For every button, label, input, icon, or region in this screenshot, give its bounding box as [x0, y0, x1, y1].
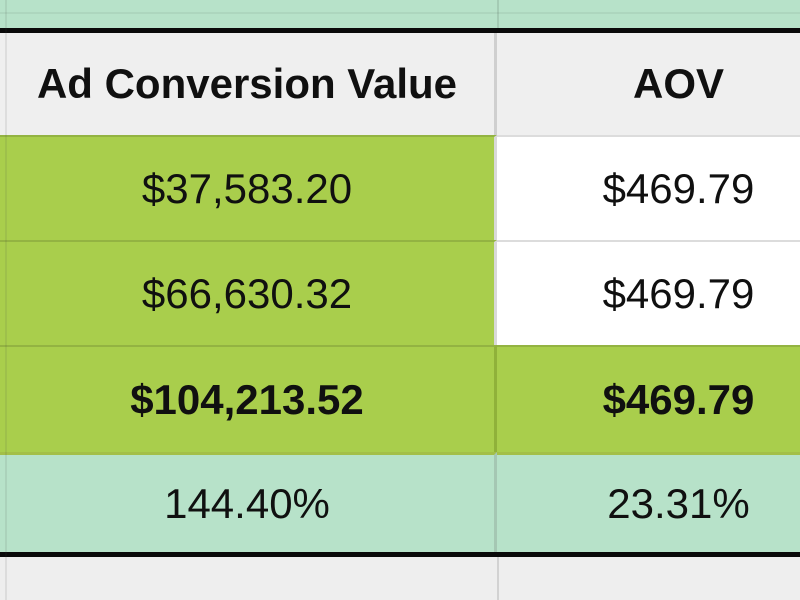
gridline-vertical-column-divider-bottom — [497, 557, 499, 600]
gridline-vertical-left — [5, 0, 7, 600]
gridline-horizontal — [0, 12, 800, 14]
cell-aov-row2[interactable]: $469.79 — [497, 240, 800, 345]
adjacent-cells-below — [0, 557, 800, 600]
table-top-border — [0, 28, 800, 33]
header-cell-ad-conversion-value[interactable]: Ad Conversion Value — [0, 33, 497, 135]
table-row: $66,630.32 $469.79 — [0, 240, 800, 345]
cell-aov-percent[interactable]: 23.31% — [497, 452, 800, 552]
adjacent-cells-above — [0, 0, 800, 28]
table-row: $37,583.20 $469.79 — [0, 135, 800, 240]
gridline-vertical-column-divider-top — [497, 0, 499, 28]
cell-ad-conversion-value-total[interactable]: $104,213.52 — [0, 345, 497, 452]
cell-ad-conversion-value-row2[interactable]: $66,630.32 — [0, 240, 497, 345]
cell-ad-conversion-value-row1[interactable]: $37,583.20 — [0, 135, 497, 240]
table-bottom-border — [0, 552, 800, 557]
table-row-total: $104,213.52 $469.79 — [0, 345, 800, 452]
table-row-percent: 144.40% 23.31% — [0, 452, 800, 552]
cell-aov-total[interactable]: $469.79 — [497, 345, 800, 452]
cell-aov-row1[interactable]: $469.79 — [497, 135, 800, 240]
header-row: Ad Conversion Value AOV — [0, 33, 800, 135]
header-cell-aov[interactable]: AOV — [497, 33, 800, 135]
cell-ad-conversion-value-percent[interactable]: 144.40% — [0, 452, 497, 552]
